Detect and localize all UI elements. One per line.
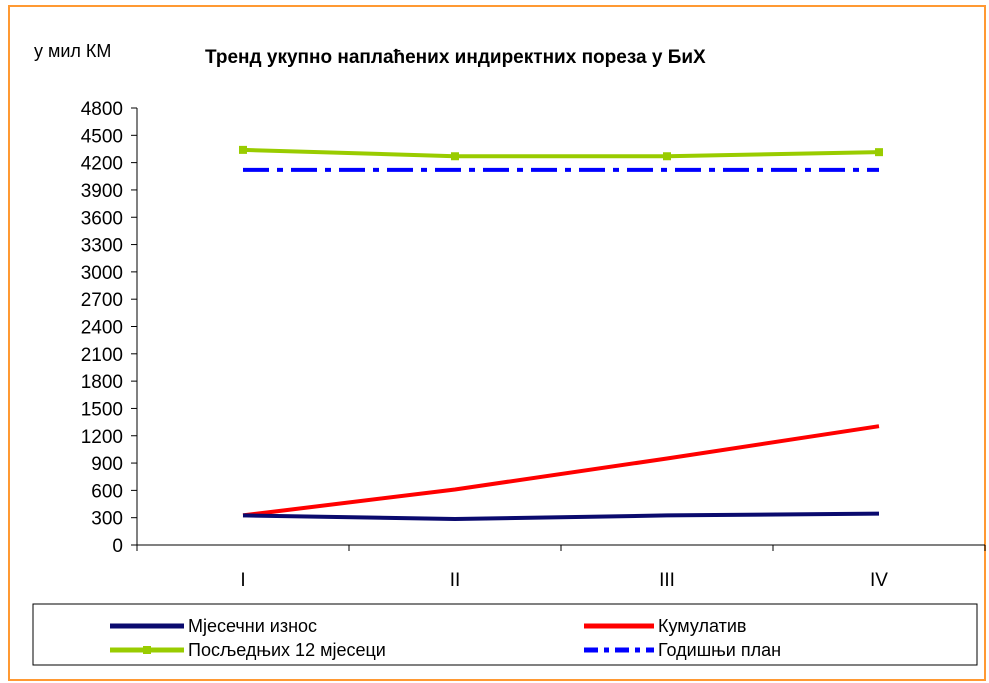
- series-line: [242, 511, 880, 522]
- y-tick-label: 3900: [81, 181, 123, 202]
- y-tick-label: 4500: [81, 126, 123, 147]
- y-tick-label: 1200: [81, 427, 123, 448]
- legend-label: Посљедњих 12 мјесеци: [188, 640, 386, 660]
- x-tick-label: IV: [870, 570, 888, 591]
- y-tick-label: 2700: [81, 290, 123, 311]
- y-tick-label: 1500: [81, 399, 123, 420]
- y-tick-label: 2100: [81, 345, 123, 366]
- y-tick-label: 300: [91, 509, 123, 530]
- series-marker: [239, 145, 247, 154]
- legend-marker: [143, 646, 151, 654]
- x-tick-label: I: [240, 570, 245, 591]
- y-tick-label: 3300: [81, 236, 123, 257]
- legend-label: Кумулатив: [658, 616, 746, 636]
- chart-title: Тренд укупно наплаћених индиректних поре…: [205, 47, 706, 68]
- series-line: [242, 147, 880, 159]
- y-tick-label: 4800: [81, 99, 123, 120]
- x-tick-label: II: [450, 570, 461, 591]
- series-lines: [239, 145, 883, 522]
- series-marker: [875, 148, 883, 157]
- chart-border: [8, 5, 986, 681]
- y-tick-label: 1800: [81, 372, 123, 393]
- y-tick-label: 600: [91, 481, 123, 502]
- y-axis-label: у мил КМ: [34, 41, 111, 61]
- y-tick-label: 2400: [81, 318, 123, 339]
- y-tick-label: 900: [91, 454, 123, 475]
- x-tick-label: III: [659, 570, 675, 591]
- legend-box: [32, 603, 978, 666]
- x-axis-ticks: I II III IV: [136, 545, 986, 591]
- y-tick-label: 4200: [81, 154, 123, 175]
- legend: Мјесечни износ Кумулатив Посљедњих 12 мјес…: [32, 603, 978, 666]
- series-line: [242, 424, 880, 518]
- y-tick-label: 0: [112, 536, 123, 557]
- y-tick-label: 3000: [81, 263, 123, 284]
- y-tick-label: 3600: [81, 208, 123, 229]
- legend-label: Годишњи план: [658, 640, 781, 660]
- series-marker: [663, 152, 671, 161]
- y-axis-ticks: 0 300 600 900 1200 1500 1800 2100 2400 2700 3000 33…: [81, 99, 137, 557]
- series-marker: [451, 152, 459, 161]
- legend-label: Мјесечни износ: [188, 616, 317, 636]
